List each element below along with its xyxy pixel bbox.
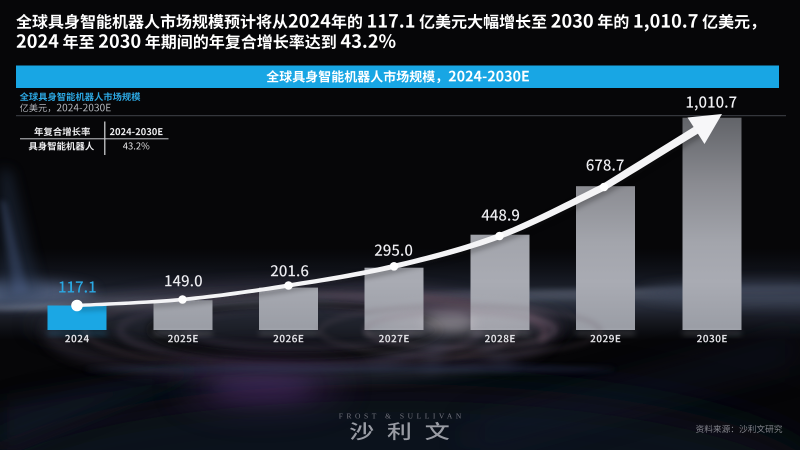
svg-text:FROST & SULLIVAN: FROST & SULLIVAN xyxy=(339,412,465,421)
